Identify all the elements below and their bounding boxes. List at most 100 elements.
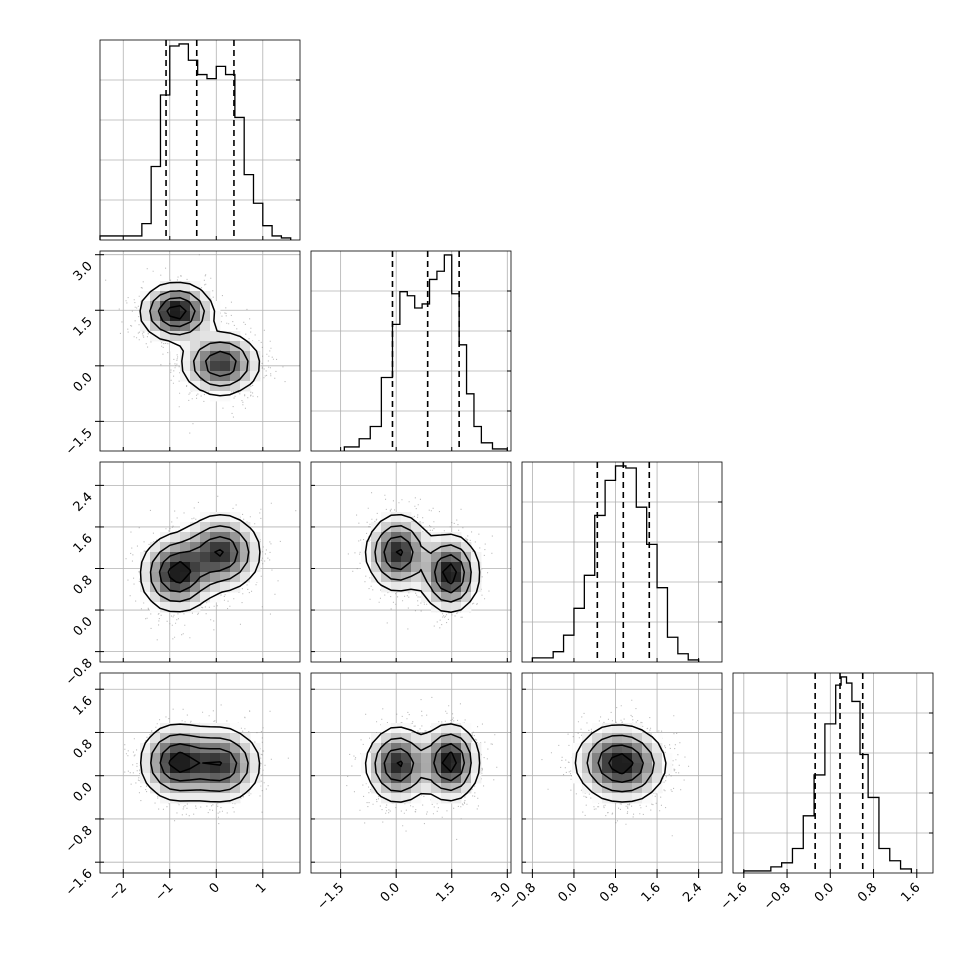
panel-frame bbox=[732, 672, 934, 874]
density-cell bbox=[461, 592, 472, 603]
contour-line bbox=[364, 723, 481, 803]
density-cell bbox=[441, 582, 452, 593]
density-cell bbox=[431, 743, 442, 754]
density-cell bbox=[471, 753, 482, 764]
density-cell bbox=[160, 743, 171, 754]
density-cell bbox=[170, 291, 181, 302]
density-cell bbox=[582, 743, 593, 754]
density-cell bbox=[411, 793, 422, 804]
density-cell bbox=[210, 773, 221, 784]
x-tick-label: 2.4 bbox=[680, 880, 705, 905]
density-cell bbox=[381, 552, 392, 563]
contour-line bbox=[574, 724, 667, 803]
density-cell bbox=[461, 783, 472, 794]
density-cell bbox=[190, 773, 201, 784]
density-cell bbox=[180, 562, 191, 573]
density-cell bbox=[391, 522, 402, 533]
density-cell bbox=[200, 361, 211, 372]
density-cell bbox=[381, 532, 392, 543]
contour-line bbox=[383, 742, 466, 782]
density-cell bbox=[401, 783, 412, 794]
y-tick-label: 0.8 bbox=[71, 573, 96, 598]
contour-line bbox=[166, 304, 187, 320]
density-cell bbox=[592, 753, 603, 764]
density-cell bbox=[381, 562, 392, 573]
density-cell bbox=[401, 532, 412, 543]
density-cell bbox=[170, 532, 181, 543]
density-cell bbox=[210, 311, 221, 322]
scatter-panel-3-1: −0.8 0.0 0.8 1.6 2.4 bbox=[63, 461, 301, 689]
density-cell bbox=[230, 562, 241, 573]
density-cell bbox=[180, 552, 191, 563]
density-cell bbox=[220, 743, 231, 754]
density-cell bbox=[210, 753, 221, 764]
density-cell bbox=[431, 783, 442, 794]
density-cell bbox=[441, 562, 452, 573]
density-cell bbox=[642, 753, 653, 764]
density-cell bbox=[200, 753, 211, 764]
density-cell bbox=[411, 733, 422, 744]
density-cell bbox=[190, 351, 201, 362]
density-cell bbox=[441, 592, 452, 603]
density-cell bbox=[461, 582, 472, 593]
density-cell bbox=[622, 723, 633, 734]
density-cell bbox=[240, 532, 251, 543]
density-cell bbox=[210, 552, 221, 563]
contour-line bbox=[168, 751, 223, 773]
density-cell bbox=[592, 733, 603, 744]
density-cell bbox=[200, 562, 211, 573]
density-cell bbox=[381, 733, 392, 744]
density-cell bbox=[642, 783, 653, 794]
density-cell bbox=[200, 572, 211, 583]
density-cell bbox=[200, 291, 211, 302]
density-cell bbox=[240, 763, 251, 774]
density-cell bbox=[451, 793, 462, 804]
density-cell bbox=[150, 552, 161, 563]
density-cell bbox=[411, 773, 422, 784]
density-cell bbox=[150, 763, 161, 774]
density-cell bbox=[371, 572, 382, 583]
density-cell bbox=[220, 542, 231, 553]
density-cell bbox=[411, 783, 422, 794]
panel-frame bbox=[521, 461, 723, 663]
density-cell bbox=[200, 542, 211, 553]
density-cell bbox=[381, 723, 392, 734]
density-cell bbox=[190, 371, 201, 382]
density-cell bbox=[200, 723, 211, 734]
density-cell bbox=[401, 743, 412, 754]
density-cell bbox=[391, 572, 402, 583]
density-cell bbox=[652, 763, 663, 774]
density-cell bbox=[160, 572, 171, 583]
density-cell bbox=[240, 371, 251, 382]
contour-line bbox=[150, 733, 249, 792]
density-cell bbox=[421, 763, 432, 774]
density-cell bbox=[220, 552, 231, 563]
contour-line bbox=[374, 733, 472, 793]
density-cell bbox=[150, 773, 161, 784]
density-cell bbox=[220, 512, 231, 523]
density-cell bbox=[421, 582, 432, 593]
density-cell bbox=[411, 572, 422, 583]
density-cell bbox=[160, 783, 171, 794]
x-tick-label: 0.0 bbox=[812, 880, 837, 905]
contour-line bbox=[139, 723, 261, 803]
density-cell bbox=[632, 743, 643, 754]
density-cell bbox=[592, 783, 603, 794]
contour-line bbox=[139, 281, 261, 397]
density-cell bbox=[642, 773, 653, 784]
density-cell bbox=[180, 301, 191, 312]
density-cell bbox=[210, 542, 221, 553]
histogram-step bbox=[343, 254, 508, 451]
density-cell bbox=[592, 723, 603, 734]
density-cell bbox=[592, 763, 603, 774]
density-cell bbox=[461, 562, 472, 573]
density-cell bbox=[471, 743, 482, 754]
density-cell bbox=[200, 331, 211, 342]
panel-frame bbox=[310, 672, 512, 874]
contour-line bbox=[149, 525, 250, 603]
density-cell bbox=[451, 773, 462, 784]
panel-frame bbox=[99, 39, 301, 241]
density-cell bbox=[451, 763, 462, 774]
density-cell bbox=[622, 743, 633, 754]
density-cell bbox=[210, 572, 221, 583]
